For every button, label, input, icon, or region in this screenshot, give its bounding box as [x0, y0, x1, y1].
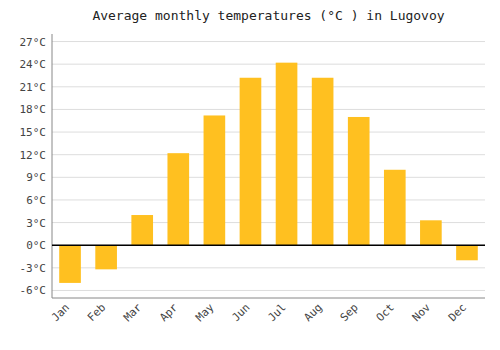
- y-tick-label: 21°C: [20, 81, 47, 94]
- bar: [167, 153, 189, 245]
- grid-line: [52, 64, 485, 65]
- grid-line: [52, 290, 485, 291]
- y-tick-label: 15°C: [20, 126, 47, 139]
- grid-line: [52, 199, 485, 200]
- x-axis-line: [52, 298, 485, 299]
- y-tick-label: 0°C: [26, 239, 46, 252]
- bar: [384, 170, 406, 245]
- x-tick-label: Sep: [338, 301, 361, 324]
- x-tick-label: Jul: [265, 301, 288, 324]
- bar: [348, 117, 370, 245]
- grid-line: [52, 177, 485, 178]
- grid-line: [52, 154, 485, 155]
- x-tick-label: Apr: [157, 301, 181, 325]
- title: Average monthly temperatures (°C ) in Lu…: [92, 8, 444, 23]
- bar: [95, 245, 117, 269]
- x-tick-labels: Jan Feb Mar Apr May Jun Jul Aug Sep Oct Nov Dec: [49, 301, 469, 325]
- y-tick-label: 27°C: [20, 36, 47, 49]
- grid: [52, 42, 485, 291]
- chart-container: Average monthly temperatures (°C ) in Lu…: [0, 0, 500, 350]
- bar: [131, 215, 153, 245]
- y-tick-label: -6°C: [20, 284, 47, 297]
- x-tick-label: Jan: [49, 301, 72, 324]
- chart: Average monthly temperatures (°C ) in Lu…: [0, 0, 500, 350]
- y-tick-label: 9°C: [26, 171, 46, 184]
- x-tick-label: May: [193, 301, 217, 325]
- y-axis-line: [52, 34, 53, 298]
- bar: [456, 245, 478, 260]
- bar: [204, 115, 226, 245]
- bar: [276, 63, 298, 246]
- y-tick-label: 12°C: [20, 149, 47, 162]
- grid-line: [52, 86, 485, 87]
- bars: [59, 63, 478, 283]
- x-tick-label: Nov: [410, 301, 434, 325]
- y-tick-label: 24°C: [20, 58, 47, 71]
- x-tick-label: Jun: [229, 301, 252, 324]
- x-tick-label: Aug: [302, 301, 325, 324]
- zero-line: [52, 244, 485, 246]
- y-tick-label: 18°C: [20, 103, 47, 116]
- y-tick-labels: -6°C -3°C 0°C 3°C 6°C 9°C 12°C 15°C 18°C 21°C 24°C…: [20, 36, 47, 298]
- bar: [240, 78, 262, 245]
- bar: [420, 220, 442, 245]
- x-tick-label: Oct: [374, 301, 397, 324]
- bar: [59, 245, 81, 283]
- y-tick-label: -3°C: [20, 262, 47, 275]
- x-tick-label: Mar: [121, 301, 145, 325]
- bar: [312, 78, 334, 245]
- grid-line: [52, 132, 485, 133]
- grid-line: [52, 109, 485, 110]
- grid-line: [52, 245, 485, 246]
- y-tick-label: 6°C: [26, 194, 46, 207]
- y-tick-label: 3°C: [26, 217, 46, 230]
- grid-line: [52, 41, 485, 42]
- x-tick-label: Feb: [85, 301, 108, 324]
- x-tick-label: Dec: [446, 301, 469, 324]
